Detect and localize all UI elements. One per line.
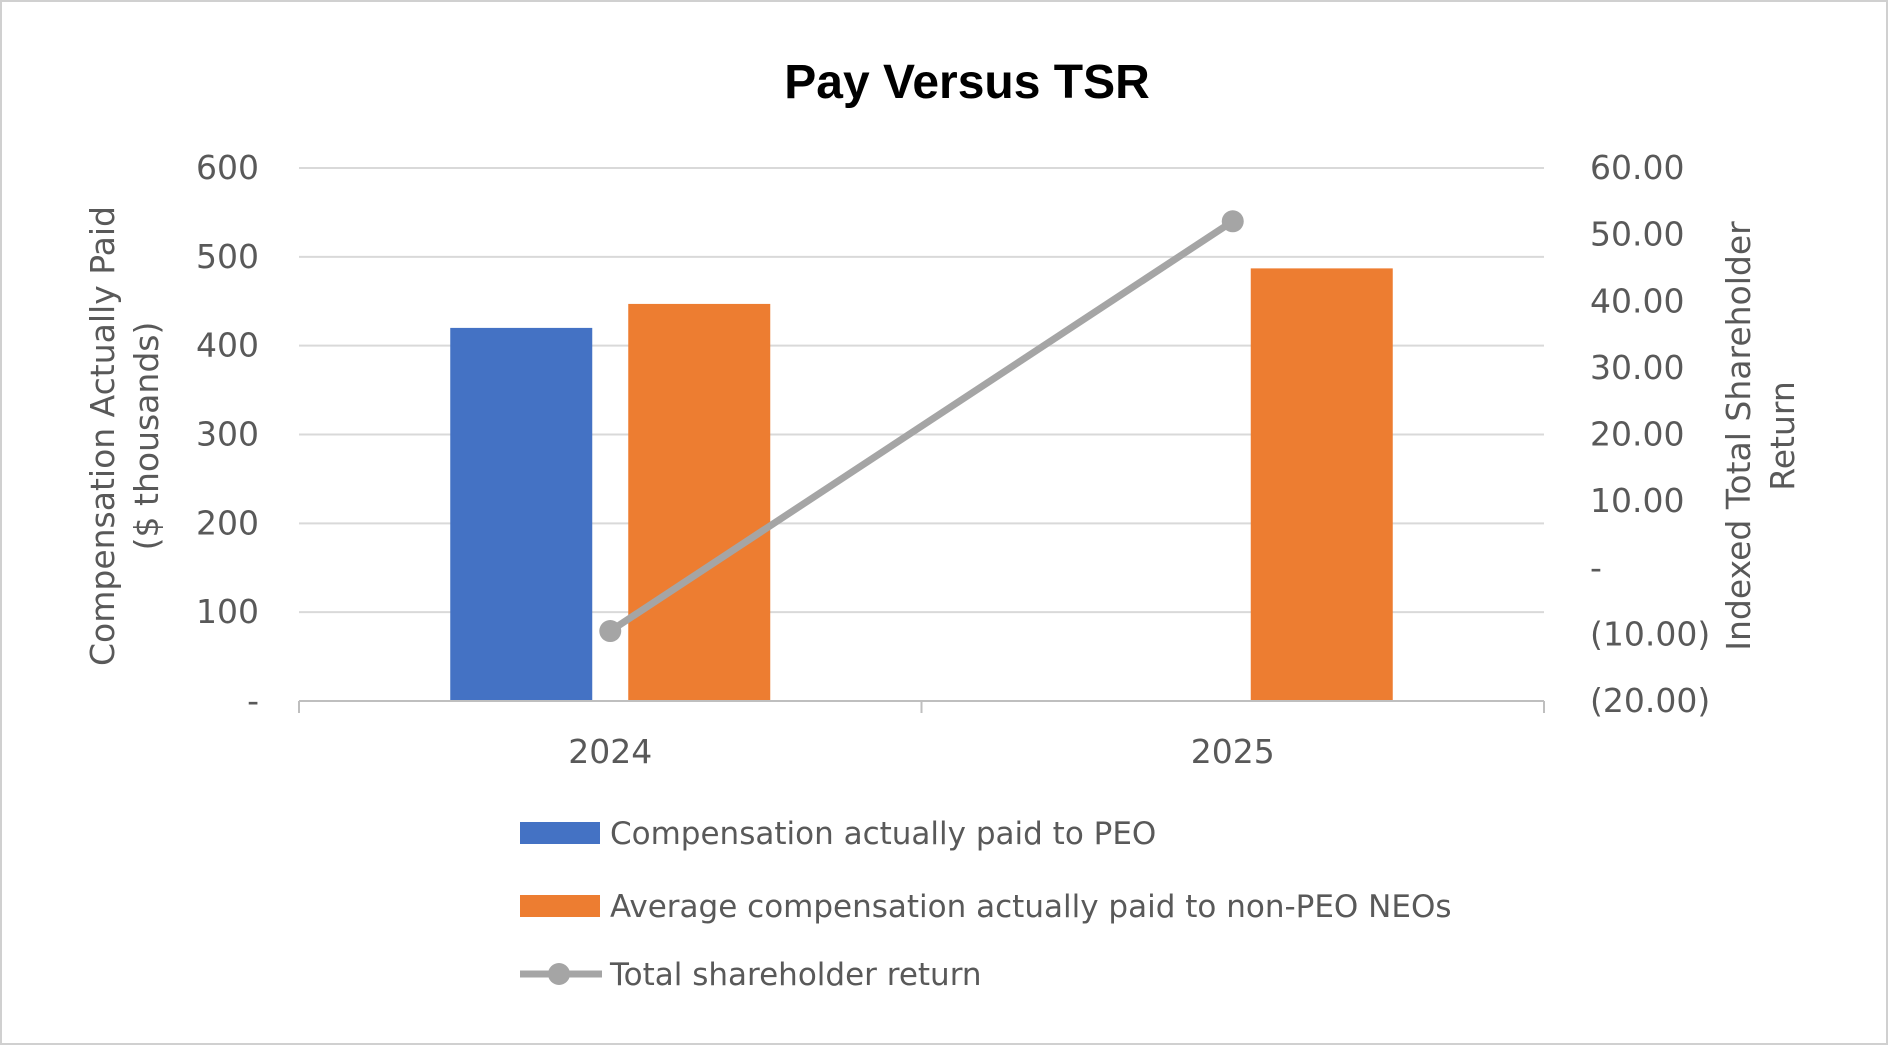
bar-non-peo-2025 <box>1250 268 1393 701</box>
left-axis-ticks: - 100 200 300 400 500 600 <box>196 148 259 720</box>
legend-swatch-non-peo <box>520 895 600 917</box>
left-tick-label: 200 <box>196 503 259 542</box>
left-tick-label: 600 <box>196 148 259 187</box>
right-tick-label: 60.00 <box>1590 148 1684 187</box>
legend-swatch-peo <box>520 822 600 844</box>
axes <box>298 700 1545 713</box>
right-tick-label: 50.00 <box>1590 215 1684 254</box>
bar-peo-2024 <box>450 327 593 701</box>
category-label: 2024 <box>568 732 652 771</box>
right-axis-title-line-2: Return <box>1763 381 1802 491</box>
right-tick-label: (10.00) <box>1590 614 1710 653</box>
category-labels: 2024 2025 <box>568 732 1274 771</box>
left-tick-label: - <box>247 681 259 720</box>
legend-label-non-peo: Average compensation actually paid to no… <box>610 889 1452 925</box>
right-axis-ticks: (20.00) (10.00) - 10.00 20.00 30.00 40.00 50.00… <box>1590 148 1710 720</box>
bar-non-peo-2024 <box>628 303 771 701</box>
tsr-point-2025 <box>1221 210 1244 233</box>
right-tick-label: (20.00) <box>1590 681 1710 720</box>
right-tick-label: 40.00 <box>1590 281 1684 320</box>
legend-marker-tsr <box>548 963 570 985</box>
tsr-line-path <box>608 218 1235 634</box>
legend-label-tsr: Total shareholder return <box>609 957 982 993</box>
chart-title: Pay Versus TSR <box>784 56 1150 109</box>
left-tick-label: 300 <box>196 415 259 454</box>
right-axis-title: Indexed Total Shareholder Return <box>1719 221 1802 651</box>
right-tick-label: - <box>1590 548 1602 587</box>
left-axis-title: Compensation Actually Paid ($ thousands) <box>83 206 166 666</box>
left-tick-label: 400 <box>196 326 259 365</box>
bars <box>450 268 1393 701</box>
left-tick-label: 100 <box>196 592 259 631</box>
category-label: 2025 <box>1191 732 1275 771</box>
right-tick-label: 20.00 <box>1590 415 1684 454</box>
tsr-line <box>599 210 1244 643</box>
left-tick-label: 500 <box>196 237 259 276</box>
left-axis-title-line-2: ($ thousands) <box>127 322 166 551</box>
left-axis-title-line-1: Compensation Actually Paid <box>83 206 122 666</box>
legend-label-peo: Compensation actually paid to PEO <box>610 816 1156 852</box>
legend: Compensation actually paid to PEO Averag… <box>520 816 1452 993</box>
tsr-point-2024 <box>599 620 622 643</box>
right-tick-label: 30.00 <box>1590 348 1684 387</box>
right-axis-title-line-1: Indexed Total Shareholder <box>1719 221 1758 651</box>
right-tick-label: 10.00 <box>1590 481 1684 520</box>
